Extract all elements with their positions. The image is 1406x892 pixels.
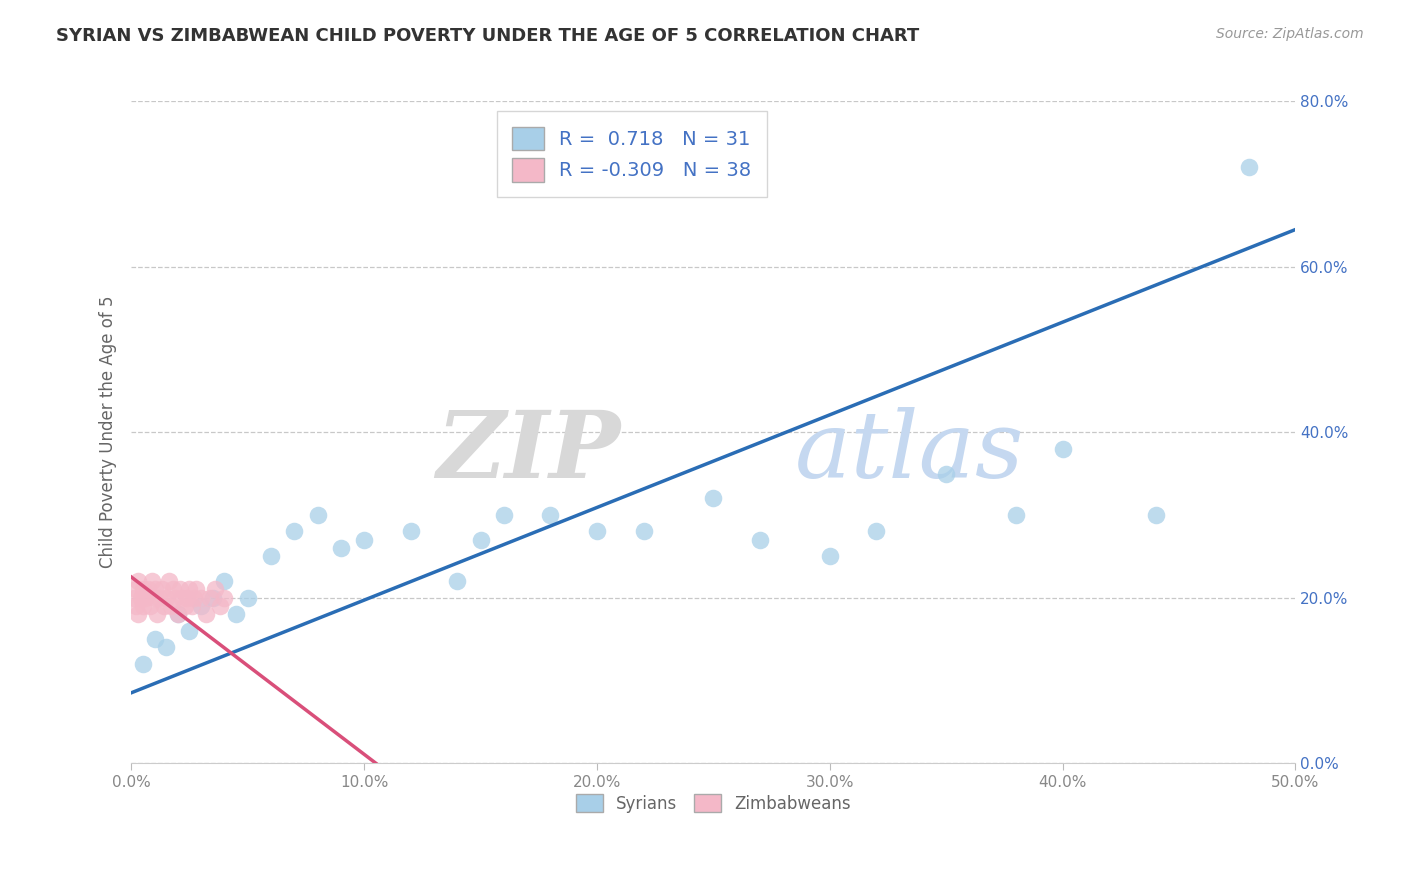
Point <box>446 574 468 588</box>
Point <box>165 591 187 605</box>
Point <box>586 524 609 539</box>
Point <box>143 591 166 605</box>
Point <box>127 574 149 588</box>
Text: SYRIAN VS ZIMBABWEAN CHILD POVERTY UNDER THE AGE OF 5 CORRELATION CHART: SYRIAN VS ZIMBABWEAN CHILD POVERTY UNDER… <box>56 27 920 45</box>
Point <box>134 591 156 605</box>
Point <box>194 607 217 622</box>
Point <box>214 591 236 605</box>
Point <box>399 524 422 539</box>
Point <box>132 599 155 613</box>
Point <box>329 541 352 555</box>
Point <box>208 599 231 613</box>
Point <box>179 582 201 597</box>
Point <box>190 591 212 605</box>
Point <box>225 607 247 622</box>
Point <box>180 599 202 613</box>
Point <box>470 533 492 547</box>
Point <box>155 591 177 605</box>
Point <box>633 524 655 539</box>
Text: atlas: atlas <box>794 407 1025 497</box>
Legend: Syrians, Zimbabweans: Syrians, Zimbabweans <box>568 786 859 821</box>
Point <box>186 582 208 597</box>
Point <box>190 599 212 613</box>
Point <box>283 524 305 539</box>
Point <box>307 508 329 522</box>
Point <box>865 524 887 539</box>
Point <box>748 533 770 547</box>
Point <box>1144 508 1167 522</box>
Point <box>136 582 159 597</box>
Text: ZIP: ZIP <box>436 407 620 497</box>
Point <box>150 582 173 597</box>
Point <box>122 591 145 605</box>
Point <box>162 582 184 597</box>
Point <box>1237 161 1260 175</box>
Point <box>129 591 152 605</box>
Point <box>143 582 166 597</box>
Point <box>201 591 224 605</box>
Point <box>702 491 724 506</box>
Point <box>236 591 259 605</box>
Point <box>179 624 201 638</box>
Point <box>492 508 515 522</box>
Point <box>155 640 177 655</box>
Point <box>260 549 283 564</box>
Point <box>127 607 149 622</box>
Point <box>183 591 205 605</box>
Point <box>172 591 194 605</box>
Point <box>157 574 180 588</box>
Point <box>176 591 198 605</box>
Point <box>166 607 188 622</box>
Point <box>538 508 561 522</box>
Point <box>125 582 148 597</box>
Point <box>125 599 148 613</box>
Point <box>353 533 375 547</box>
Point <box>204 582 226 597</box>
Point <box>153 599 176 613</box>
Point <box>146 607 169 622</box>
Point <box>1005 508 1028 522</box>
Text: Source: ZipAtlas.com: Source: ZipAtlas.com <box>1216 27 1364 41</box>
Point <box>141 574 163 588</box>
Point <box>818 549 841 564</box>
Point <box>132 582 155 597</box>
Point <box>200 591 222 605</box>
Point <box>160 599 183 613</box>
Point <box>935 467 957 481</box>
Point <box>173 599 195 613</box>
Point <box>166 607 188 622</box>
Point <box>139 599 162 613</box>
Point <box>132 657 155 671</box>
Point <box>169 582 191 597</box>
Point <box>214 574 236 588</box>
Point <box>1052 442 1074 456</box>
Point <box>143 632 166 646</box>
Y-axis label: Child Poverty Under the Age of 5: Child Poverty Under the Age of 5 <box>100 296 117 568</box>
Point <box>148 591 170 605</box>
